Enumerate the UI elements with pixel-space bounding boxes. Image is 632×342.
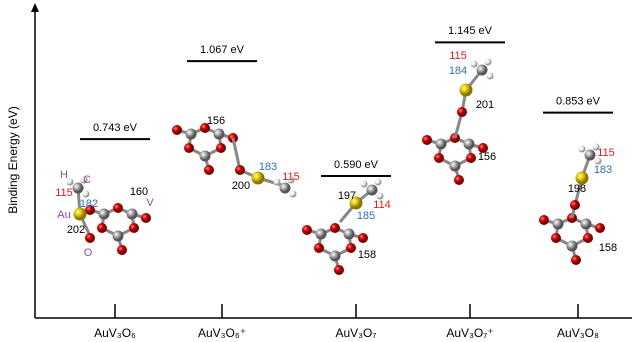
- atom: [129, 223, 139, 233]
- atom: [186, 129, 197, 140]
- atom: [358, 233, 368, 243]
- structure-label: 202: [67, 224, 85, 236]
- atom: [200, 151, 211, 162]
- atom: [85, 233, 95, 243]
- structure-label: 115: [449, 50, 467, 62]
- atom: [330, 251, 341, 262]
- atom: [450, 161, 461, 172]
- atom: [73, 183, 84, 194]
- value-label: 1.067 eV: [200, 44, 245, 56]
- atom: [83, 191, 90, 198]
- structure-label: 115: [282, 171, 300, 183]
- structure-label: 114: [373, 199, 391, 211]
- atom: [290, 191, 297, 198]
- atom: [471, 61, 478, 68]
- structure-label: 182: [80, 198, 98, 210]
- structure-label: 184: [449, 65, 467, 77]
- atom: [436, 139, 447, 150]
- atom: [422, 135, 432, 145]
- atom: [344, 229, 355, 240]
- structure-label: 183: [259, 161, 277, 173]
- value-label: 0.743 eV: [93, 122, 138, 134]
- atom: [99, 209, 110, 220]
- atom: [216, 143, 226, 153]
- atom: [375, 179, 382, 186]
- atom: [97, 223, 107, 233]
- structure-label: 201: [476, 99, 494, 111]
- atom: [113, 203, 123, 213]
- atom: [367, 185, 378, 196]
- atom: [302, 225, 312, 235]
- atom: [314, 243, 324, 253]
- structure-label: 183: [594, 164, 612, 176]
- atom: [454, 175, 464, 185]
- atom: [346, 243, 356, 253]
- structure-label: 185: [357, 210, 375, 222]
- atom: [539, 215, 549, 225]
- structure-label: Au: [57, 209, 70, 221]
- atom: [460, 84, 473, 97]
- atom: [214, 129, 225, 140]
- value-label: 1.145 eV: [448, 25, 493, 37]
- atom: [567, 241, 578, 252]
- structure-label: O: [84, 247, 93, 259]
- atom: [184, 143, 194, 153]
- structure-label: 156: [207, 115, 225, 127]
- atom: [585, 150, 596, 161]
- atom: [595, 223, 605, 233]
- x-tick-label: AuV₃O₇⁺: [446, 326, 493, 340]
- atom: [334, 265, 344, 275]
- atom: [434, 153, 444, 163]
- atom: [252, 172, 265, 185]
- atom: [553, 219, 564, 230]
- atom: [113, 231, 124, 242]
- atom: [477, 65, 488, 76]
- atom: [141, 213, 151, 223]
- atom: [487, 73, 494, 80]
- x-tick-label: AuV₃O₆⁺: [198, 326, 246, 340]
- structure-label: 115: [55, 187, 73, 199]
- x-tick-label: AuV₃O₆: [94, 326, 136, 340]
- atom: [570, 200, 580, 210]
- atom: [581, 219, 592, 230]
- structure-label: H: [60, 169, 68, 181]
- value-label: 0.590 eV: [334, 159, 379, 171]
- atom: [571, 255, 581, 265]
- atom: [274, 179, 281, 186]
- y-axis-label: Binding Energy (eV): [6, 106, 20, 213]
- structure-label: V: [146, 197, 154, 209]
- atom: [361, 181, 368, 188]
- structure-label: C: [83, 174, 91, 186]
- structure-label: 160: [130, 186, 148, 198]
- structure-label: 158: [358, 249, 376, 261]
- axis-arrow: [31, 3, 39, 12]
- atom: [127, 209, 138, 220]
- atom: [457, 107, 467, 117]
- chart: Binding Energy (eV) H C Au V O 115 182 160 202 15…: [0, 0, 632, 342]
- atom: [204, 165, 214, 175]
- structure-label: 156: [478, 151, 496, 163]
- atom: [583, 233, 593, 243]
- atom: [579, 146, 586, 153]
- structure-label: 198: [568, 183, 586, 195]
- structure-label: 115: [597, 147, 615, 159]
- atom: [172, 125, 182, 135]
- x-tick-label: AuV₃O₇: [335, 326, 376, 340]
- atom: [280, 183, 291, 194]
- atom: [464, 139, 475, 150]
- atom: [330, 223, 340, 233]
- atom: [551, 233, 561, 243]
- atom: [235, 165, 245, 175]
- x-tick-label: AuV₃O₈: [557, 326, 599, 340]
- atom: [316, 229, 327, 240]
- structure-label: 197: [338, 190, 356, 202]
- value-label: 0.853 eV: [556, 96, 601, 108]
- structure-label: 158: [599, 242, 617, 254]
- structure-label: 200: [232, 180, 250, 192]
- axes: [31, 3, 632, 318]
- atom: [466, 153, 476, 163]
- atom: [485, 59, 492, 66]
- atom: [117, 245, 127, 255]
